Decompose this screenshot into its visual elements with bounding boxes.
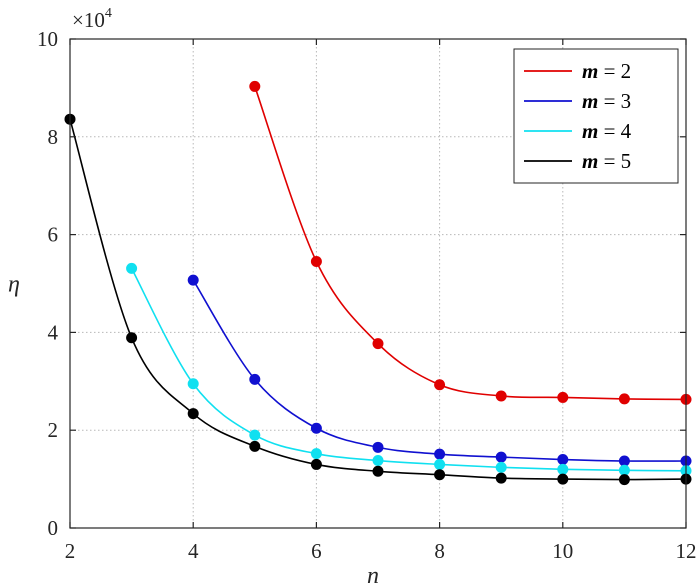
data-point	[310, 255, 322, 267]
data-point	[372, 441, 384, 453]
y-tick-label: 8	[48, 125, 59, 149]
legend-entry: m = 4	[524, 119, 632, 143]
data-point	[310, 422, 322, 434]
exponent-base: ×10	[72, 8, 105, 32]
y-tick-label: 10	[37, 27, 58, 51]
y-tick-label: 4	[48, 320, 59, 344]
legend-entry: m = 3	[524, 89, 631, 113]
data-point	[187, 408, 199, 420]
series-4	[64, 113, 692, 486]
data-point	[372, 455, 384, 467]
data-point	[249, 440, 261, 452]
series-layer	[64, 80, 692, 486]
series-line	[130, 267, 687, 472]
series-2	[187, 274, 692, 467]
x-tick-label: 6	[311, 539, 322, 563]
data-point	[310, 458, 322, 470]
exponent-power: 4	[105, 6, 112, 21]
legend: m = 2 m = 3 m = 4 m = 5	[513, 48, 679, 184]
plot-frame	[69, 38, 687, 529]
series-3	[126, 262, 692, 477]
data-point	[187, 274, 199, 286]
data-point	[618, 455, 630, 467]
data-point	[434, 379, 446, 391]
data-point	[495, 472, 507, 484]
y-tick-label: 6	[48, 223, 59, 247]
series-1	[249, 80, 692, 405]
data-point	[618, 464, 630, 476]
data-point	[557, 454, 569, 466]
data-point	[434, 448, 446, 460]
data-point	[372, 338, 384, 350]
x-tick-label: 10	[552, 539, 573, 563]
legend-entry: m = 2	[524, 59, 631, 83]
data-point	[249, 80, 261, 92]
data-point	[126, 332, 138, 344]
data-point	[249, 373, 261, 385]
data-point	[495, 390, 507, 402]
x-tick-label: 8	[434, 539, 445, 563]
legend-label: m = 4	[582, 119, 632, 143]
data-point	[249, 429, 261, 441]
y-axis-exponent: ×104	[72, 6, 112, 32]
legend-label: m = 3	[582, 89, 631, 113]
x-tick-label: 2	[65, 539, 76, 563]
legend-label: m = 2	[582, 59, 631, 83]
data-point	[557, 473, 569, 485]
data-point	[557, 463, 569, 475]
data-point	[495, 451, 507, 463]
y-tick-label: 0	[48, 516, 59, 540]
data-point	[495, 461, 507, 473]
data-point	[557, 391, 569, 403]
y-tick-label: 2	[48, 418, 59, 442]
legend-label: m = 5	[582, 149, 631, 173]
x-tick-label: 12	[676, 539, 697, 563]
x-axis-label: n	[367, 563, 379, 586]
data-point	[126, 262, 138, 274]
data-point	[618, 474, 630, 486]
data-point	[434, 458, 446, 470]
legend-entry: m = 5	[524, 149, 631, 173]
data-point	[618, 393, 630, 405]
data-point	[372, 465, 384, 477]
data-point	[310, 448, 322, 460]
data-point	[187, 378, 199, 390]
y-axis-label: η	[8, 271, 20, 297]
data-point	[434, 469, 446, 481]
x-tick-label: 4	[188, 539, 199, 563]
